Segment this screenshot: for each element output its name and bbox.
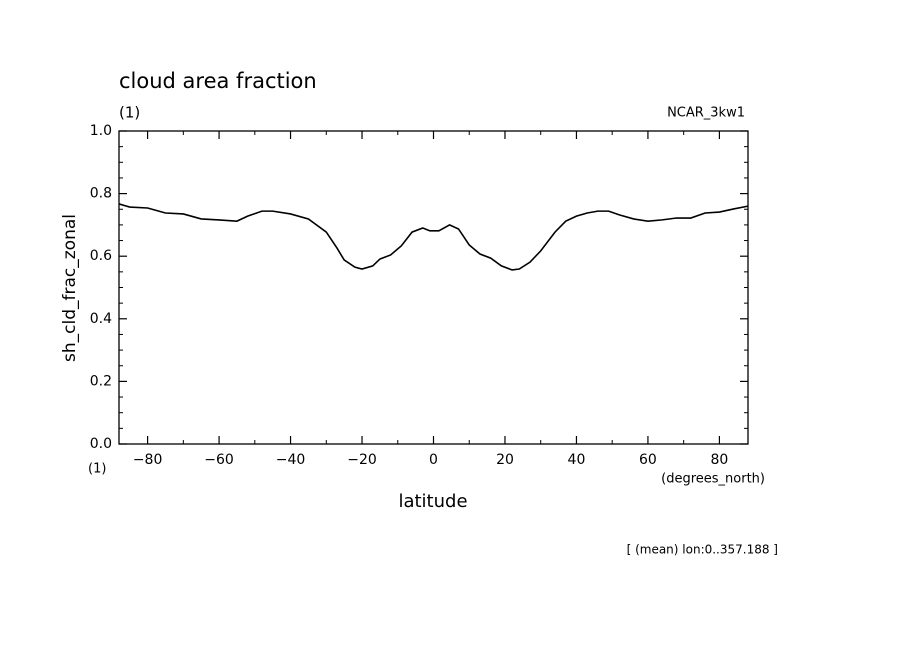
- run-label: NCAR_3kw1: [667, 106, 745, 121]
- x-axis-label: latitude: [398, 491, 467, 512]
- y-axis-label: sh_cld_frac_zonal: [60, 214, 80, 362]
- x-tick-label: −60: [204, 452, 234, 468]
- x-tick-label: −80: [133, 452, 163, 468]
- x-units: (degrees_north): [661, 472, 765, 487]
- y-tick-label: 0.2: [90, 373, 112, 389]
- x-tick-label: −40: [276, 452, 306, 468]
- y-tick-label: 0.8: [90, 186, 112, 202]
- x-tick-label: 40: [568, 452, 586, 468]
- x-tick-label: −20: [347, 452, 377, 468]
- x-tick-label: 0: [429, 452, 438, 468]
- y-tick-label: 0.0: [90, 436, 112, 452]
- chart-title: cloud area fraction: [119, 69, 317, 93]
- data-line: [118, 203, 749, 271]
- footnote: [ (mean) lon:0..357.188 ]: [627, 543, 778, 557]
- plot-frame: [118, 130, 749, 445]
- x-tick-label: 80: [710, 452, 728, 468]
- y-tick-label: 1.0: [90, 123, 112, 139]
- units: (1): [119, 104, 140, 122]
- x-tick-label: 60: [639, 452, 657, 468]
- y-unit-corner: (1): [88, 462, 106, 477]
- y-tick-label: 0.4: [90, 311, 112, 327]
- y-tick-label: 0.6: [90, 248, 112, 264]
- x-tick-label: 20: [496, 452, 514, 468]
